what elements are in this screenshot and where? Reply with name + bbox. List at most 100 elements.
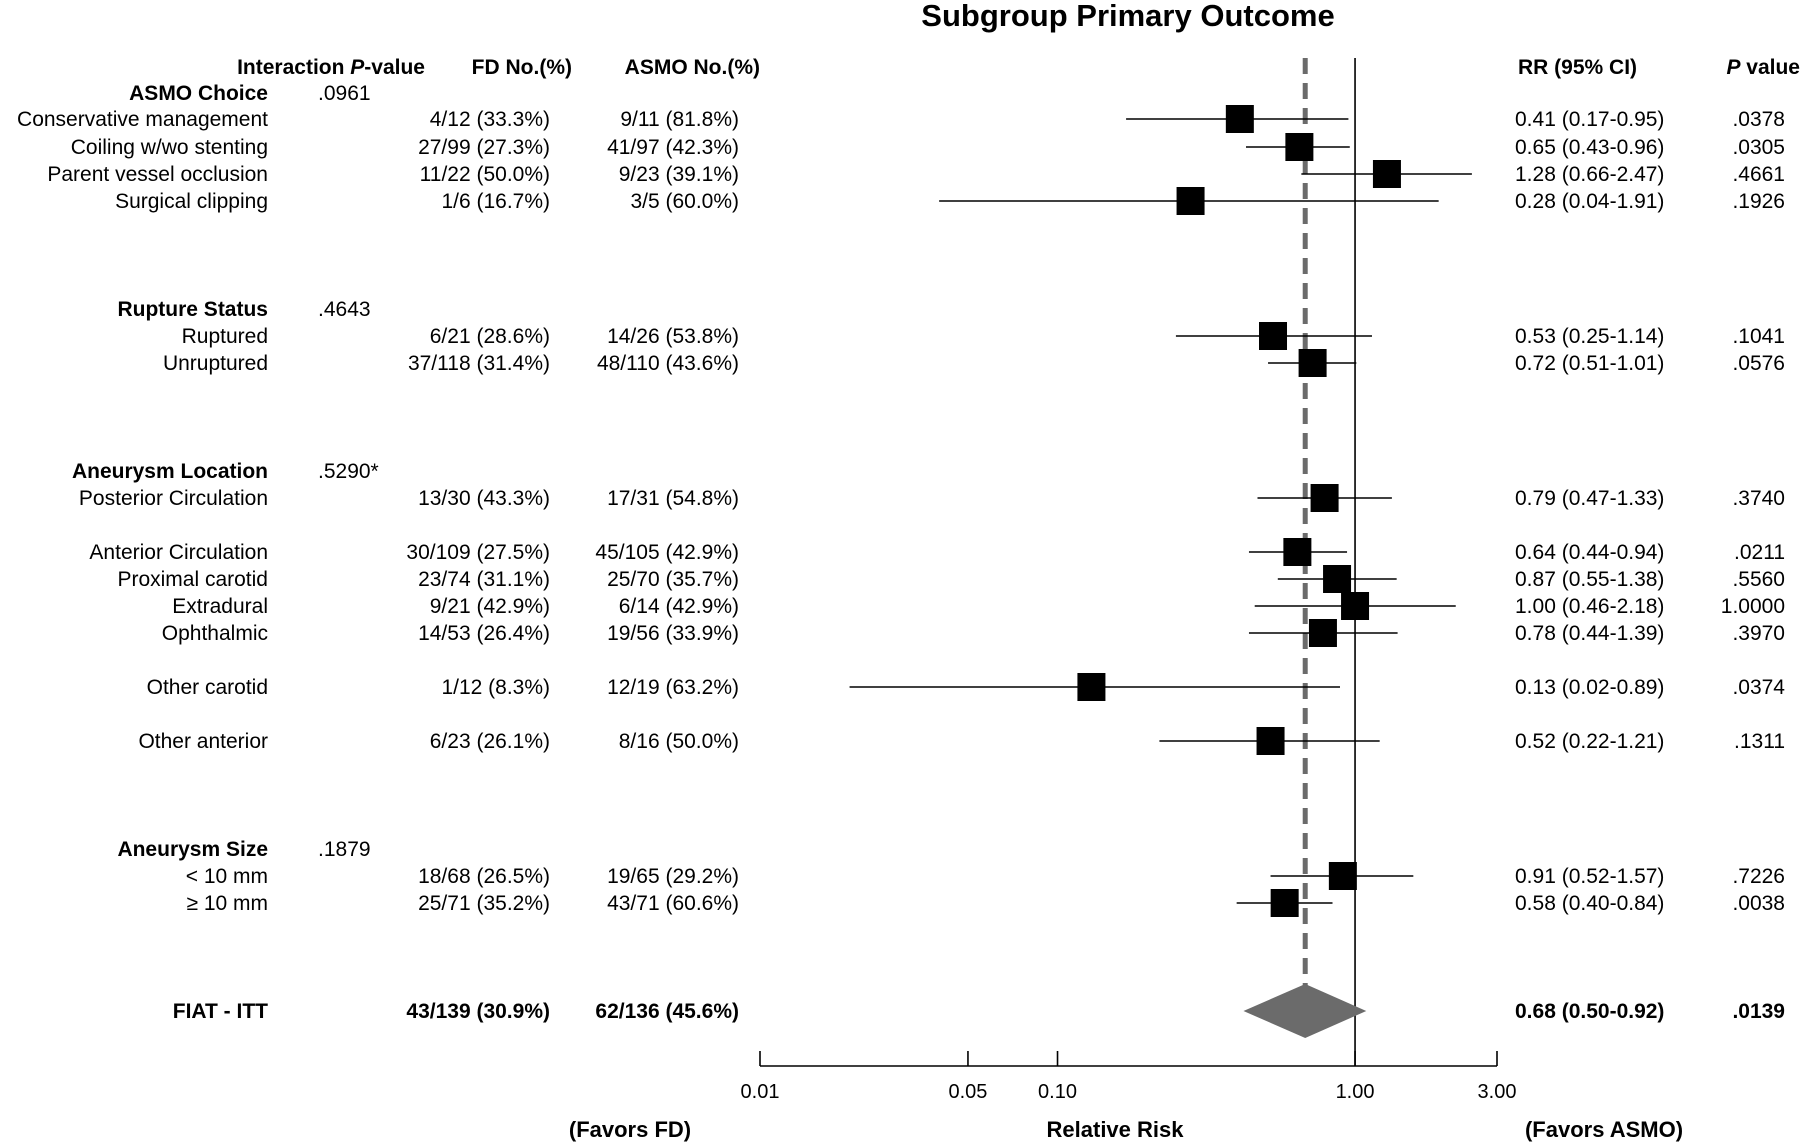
row-asmo-count: 3/5 (60.0%) [630, 190, 739, 213]
row-rr-ci: 0.41 (0.17-0.95) [1515, 108, 1664, 131]
rr-point-marker [1373, 160, 1401, 188]
row-fd-count: 11/22 (50.0%) [420, 163, 550, 186]
group-header: Rupture Status [117, 298, 268, 321]
x-axis-label: Relative Risk [1047, 1117, 1185, 1142]
row-p-value: .3970 [1732, 622, 1785, 645]
x-axis-tick-label: 0.10 [1038, 1081, 1077, 1103]
rr-point-marker [1226, 105, 1254, 133]
rr-point-marker [1177, 187, 1205, 215]
row-asmo-count: 17/31 (54.8%) [607, 487, 739, 510]
group-interaction-p: .0961 [318, 82, 371, 105]
row-rr-ci: 0.13 (0.02-0.89) [1515, 676, 1664, 699]
row-p-value: .1311 [1734, 730, 1785, 753]
row-p-value: .5560 [1732, 568, 1785, 591]
row-rr-ci: 0.65 (0.43-0.96) [1515, 136, 1664, 159]
overall-diamond [1243, 984, 1366, 1038]
x-axis-tick-label: 3.00 [1478, 1081, 1517, 1103]
row-rr-ci: 0.78 (0.44-1.39) [1515, 622, 1664, 645]
overall-p-value: .0139 [1732, 1000, 1785, 1023]
x-axis-tick-label: 0.05 [948, 1081, 987, 1103]
header-interaction-p: Interaction P-value [237, 56, 425, 79]
row-asmo-count: 14/26 (53.8%) [607, 325, 739, 348]
row-asmo-count: 43/71 (60.6%) [607, 892, 739, 915]
row-rr-ci: 1.28 (0.66-2.47) [1515, 163, 1664, 186]
row-asmo-count: 19/56 (33.9%) [607, 622, 739, 645]
forest-plot-svg: Subgroup Primary Outcome Interaction P-v… [0, 0, 1800, 1146]
row-asmo-count: 9/23 (39.1%) [619, 163, 739, 186]
favors-asmo-label: (Favors ASMO) [1525, 1117, 1683, 1142]
rr-point-marker [1299, 349, 1327, 377]
row-rr-ci: 0.79 (0.47-1.33) [1515, 487, 1664, 510]
x-axis: 0.01 0.05 0.10 1.00 3.00 [741, 1051, 1517, 1103]
row-label: Parent vessel occlusion [47, 163, 268, 186]
row-fd-count: 1/6 (16.7%) [441, 190, 550, 213]
forest-rows: ASMO Choice .0961 Rupture Status .4643 Aneur… [17, 82, 1785, 1038]
group-header: Aneurysm Size [117, 838, 268, 861]
row-p-value: .1926 [1732, 190, 1785, 213]
rr-point-marker [1257, 727, 1285, 755]
rr-point-marker [1341, 592, 1369, 620]
row-fd-count: 27/99 (27.3%) [418, 136, 550, 159]
group-interaction-p: .5290* [318, 460, 379, 483]
row-label: Anterior Circulation [89, 541, 268, 564]
row-p-value: .0378 [1732, 108, 1785, 131]
row-label: Ophthalmic [162, 622, 268, 645]
row-label: Other anterior [138, 730, 268, 753]
row-label: Ruptured [182, 325, 268, 348]
row-label: Proximal carotid [117, 568, 268, 591]
forest-plot-figure: Subgroup Primary Outcome Interaction P-v… [0, 0, 1800, 1146]
row-asmo-count: 8/16 (50.0%) [619, 730, 739, 753]
row-p-value: .0211 [1734, 541, 1785, 564]
row-asmo-count: 9/11 (81.8%) [620, 108, 739, 131]
header-rr: RR (95% CI) [1518, 56, 1637, 79]
row-rr-ci: 0.87 (0.55-1.38) [1515, 568, 1664, 591]
rr-point-marker [1283, 538, 1311, 566]
x-axis-tick-label: 0.01 [741, 1081, 780, 1103]
row-rr-ci: 0.91 (0.52-1.57) [1515, 865, 1664, 888]
header-p-value: P value [1726, 56, 1800, 79]
row-rr-ci: 0.58 (0.40-0.84) [1515, 892, 1664, 915]
row-fd-count: 37/118 (31.4%) [408, 352, 550, 375]
row-rr-ci: 0.72 (0.51-1.01) [1515, 352, 1664, 375]
row-label: < 10 mm [186, 865, 268, 888]
row-label: Conservative management [17, 108, 268, 131]
row-fd-count: 30/109 (27.5%) [406, 541, 550, 564]
row-fd-count: 14/53 (26.4%) [418, 622, 550, 645]
favors-fd-label: (Favors FD) [569, 1117, 691, 1142]
row-fd-count: 1/12 (8.3%) [441, 676, 550, 699]
row-p-value: .7226 [1732, 865, 1785, 888]
row-p-value: .0305 [1732, 136, 1785, 159]
row-label: Surgical clipping [115, 190, 268, 213]
row-p-value: .1041 [1732, 325, 1785, 348]
rr-point-marker [1077, 673, 1105, 701]
rr-point-marker [1309, 619, 1337, 647]
row-asmo-count: 25/70 (35.7%) [607, 568, 739, 591]
group-interaction-p: .1879 [318, 838, 371, 861]
group-header: ASMO Choice [129, 82, 268, 105]
group-header: Aneurysm Location [72, 460, 268, 483]
row-label: Unruptured [163, 352, 268, 375]
row-fd-count: 9/21 (42.9%) [430, 595, 550, 618]
chart-title: Subgroup Primary Outcome [921, 0, 1334, 33]
x-axis-tick-label: 1.00 [1336, 1081, 1375, 1103]
row-p-value: .3740 [1732, 487, 1785, 510]
rr-point-marker [1271, 889, 1299, 917]
rr-point-marker [1329, 862, 1357, 890]
row-label: ≥ 10 mm [186, 892, 268, 915]
group-interaction-p: .4643 [318, 298, 371, 321]
row-p-value: .0038 [1732, 892, 1785, 915]
row-p-value: .4661 [1732, 163, 1785, 186]
row-label: Posterior Circulation [79, 487, 268, 510]
rr-point-marker [1323, 565, 1351, 593]
overall-label: FIAT - ITT [173, 1000, 268, 1023]
row-label: Other carotid [147, 676, 268, 699]
row-rr-ci: 0.28 (0.04-1.91) [1515, 190, 1664, 213]
row-asmo-count: 6/14 (42.9%) [619, 595, 739, 618]
row-fd-count: 6/21 (28.6%) [430, 325, 550, 348]
row-rr-ci: 0.53 (0.25-1.14) [1515, 325, 1664, 348]
row-fd-count: 18/68 (26.5%) [418, 865, 550, 888]
rr-point-marker [1259, 322, 1287, 350]
row-asmo-count: 12/19 (63.2%) [607, 676, 739, 699]
overall-asmo-count: 62/136 (45.6%) [595, 1000, 739, 1023]
rr-point-marker [1285, 133, 1313, 161]
